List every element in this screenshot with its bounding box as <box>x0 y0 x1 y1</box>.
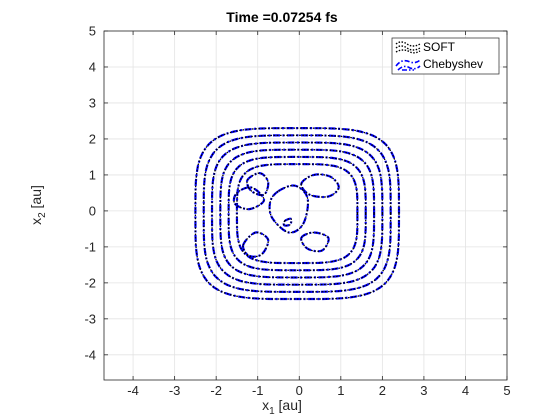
soft-inner-contour-0 <box>246 172 269 196</box>
x-tick-label: 5 <box>503 383 510 398</box>
x-tick-labels: -4 -3 -2 -1 0 1 2 3 4 5 <box>127 383 510 398</box>
soft-inner-contour-1 <box>300 173 340 198</box>
legend-swatch-soft <box>395 41 421 54</box>
chebyshev-outer-contour-2 <box>210 141 384 286</box>
soft-inner-contour-2 <box>242 231 269 258</box>
y-tick-label: 0 <box>89 203 96 218</box>
legend-label-soft: SOFT <box>423 40 456 54</box>
soft-inner-contour-4 <box>268 184 309 234</box>
soft-outer-contour-3 <box>219 149 375 279</box>
x-tick-label: -1 <box>252 383 264 398</box>
y-tick-label: 1 <box>89 167 96 182</box>
y-tick-label: 2 <box>89 131 96 146</box>
x-axis-label: x1 [au] <box>262 397 302 417</box>
y-axis-label-var: x <box>28 218 44 225</box>
y-axis-label-sub: 2 <box>37 212 48 218</box>
chebyshev-outer-contour-0 <box>194 127 401 301</box>
soft-inner-contour-3 <box>300 231 330 252</box>
x-tick-label: 2 <box>379 383 386 398</box>
soft-inner-contour-6 <box>283 218 293 227</box>
y-tick-labels: -4 -3 -2 -1 0 1 2 3 4 5 <box>84 24 96 363</box>
y-tick-label: -4 <box>84 347 96 362</box>
soft-outer-contour-5 <box>236 163 359 264</box>
x-axis-label-unit: [au] <box>275 397 302 413</box>
legend: SOFT Chebyshev <box>391 37 500 75</box>
legend-label-chebyshev: Chebyshev <box>423 57 483 71</box>
plot-area <box>104 31 507 380</box>
x-tick-label: -3 <box>169 383 181 398</box>
chart-title: Time =0.07254 fs <box>226 9 338 25</box>
chebyshev-inner-contour-0 <box>245 172 270 197</box>
x-tick-label: -4 <box>127 383 139 398</box>
soft-inner-contour-5 <box>233 186 265 210</box>
x-axis-label-var: x <box>262 397 269 413</box>
soft-outer-contour-1 <box>203 134 392 293</box>
y-tick-label: 4 <box>89 59 96 74</box>
x-axis-label-sub: 1 <box>269 406 275 417</box>
y-tick-label: -3 <box>84 311 96 326</box>
y-tick-label: 3 <box>89 95 96 110</box>
y-tick-label: -1 <box>84 239 96 254</box>
chebyshev-outer-contour-3 <box>219 148 376 279</box>
x-tick-label: 3 <box>420 383 427 398</box>
legend-swatch-chebyshev <box>395 59 421 71</box>
x-tick-label: 4 <box>462 383 469 398</box>
x-tick-label: 1 <box>337 383 344 398</box>
soft-outer-contour-4 <box>227 156 367 271</box>
x-tick-label: -2 <box>210 383 222 398</box>
y-axis-label-unit: [au] <box>28 185 44 212</box>
axes-box <box>103 30 508 381</box>
y-axis-label: x2 [au] <box>28 185 48 225</box>
x-tick-label: 0 <box>296 383 303 398</box>
y-tick-label: -2 <box>84 275 96 290</box>
y-tick-label: 5 <box>89 24 96 39</box>
contour-lines <box>194 127 401 301</box>
